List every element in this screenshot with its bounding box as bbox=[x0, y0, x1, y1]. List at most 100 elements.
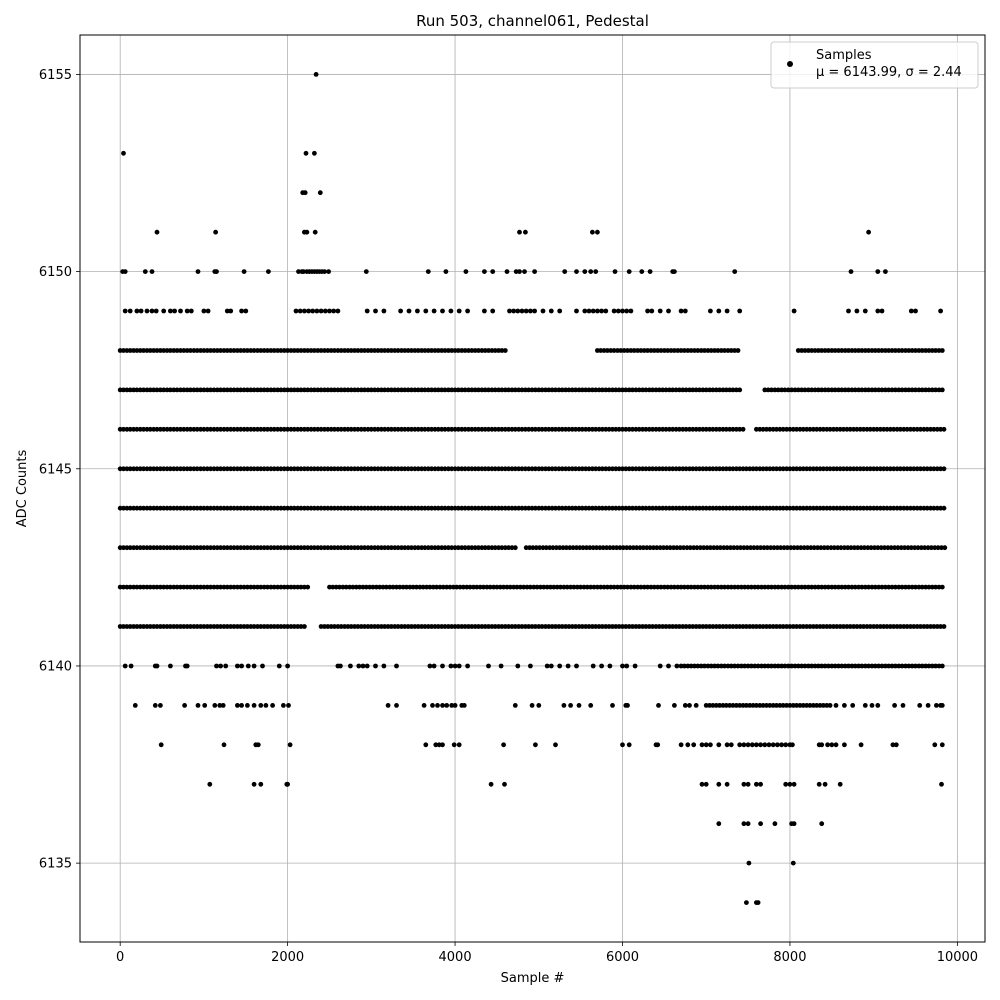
data-point bbox=[749, 663, 754, 669]
data-point bbox=[218, 348, 224, 353]
data-point bbox=[761, 545, 767, 551]
data-point bbox=[708, 348, 714, 353]
data-point bbox=[717, 703, 722, 708]
data-point bbox=[790, 505, 796, 511]
data-point bbox=[415, 624, 421, 629]
data-point bbox=[807, 426, 813, 432]
data-point bbox=[802, 387, 808, 393]
data-point bbox=[824, 466, 830, 472]
data-point bbox=[325, 624, 331, 629]
data-point bbox=[874, 426, 880, 432]
data-point bbox=[586, 624, 592, 629]
data-point bbox=[312, 387, 317, 393]
data-point bbox=[734, 703, 739, 708]
data-point bbox=[504, 269, 510, 274]
data-point bbox=[435, 545, 441, 551]
data-point bbox=[281, 703, 286, 708]
data-point bbox=[620, 387, 625, 393]
data-point bbox=[745, 742, 751, 748]
data-point bbox=[288, 426, 294, 432]
data-point bbox=[440, 703, 445, 708]
data-point bbox=[467, 584, 473, 590]
data-point bbox=[724, 742, 730, 748]
data-point bbox=[737, 742, 743, 748]
data-point bbox=[174, 348, 180, 353]
data-point bbox=[419, 505, 424, 511]
data-point bbox=[355, 426, 361, 432]
data-point bbox=[452, 387, 458, 393]
data-point bbox=[814, 624, 820, 629]
y-tick-label: 6155 bbox=[39, 68, 72, 83]
data-point bbox=[885, 545, 891, 551]
data-point bbox=[833, 742, 839, 748]
data-point bbox=[687, 624, 692, 629]
data-point bbox=[144, 584, 150, 590]
data-point bbox=[817, 624, 823, 629]
data-point bbox=[782, 663, 788, 669]
data-point bbox=[511, 584, 517, 590]
data-point bbox=[410, 584, 416, 590]
data-point bbox=[124, 466, 130, 472]
x-tick-label: 4000 bbox=[439, 950, 472, 965]
data-point bbox=[243, 308, 249, 314]
data-point bbox=[221, 387, 227, 393]
data-point bbox=[482, 624, 488, 629]
data-point bbox=[896, 663, 902, 669]
data-point bbox=[685, 584, 691, 590]
data-point bbox=[767, 505, 773, 511]
data-point bbox=[121, 387, 126, 393]
data-point bbox=[255, 466, 260, 472]
data-point bbox=[845, 545, 851, 551]
data-point bbox=[818, 545, 824, 551]
data-point bbox=[879, 348, 885, 353]
data-point bbox=[723, 466, 729, 472]
data-point bbox=[680, 505, 686, 511]
data-point bbox=[831, 505, 836, 511]
data-point bbox=[332, 545, 337, 551]
data-point bbox=[727, 466, 733, 472]
data-point bbox=[362, 387, 367, 393]
data-point bbox=[707, 466, 712, 472]
data-point bbox=[732, 348, 738, 353]
data-point bbox=[519, 505, 525, 511]
data-point bbox=[586, 466, 592, 472]
data-point bbox=[178, 426, 183, 432]
data-point bbox=[121, 150, 126, 156]
data-point bbox=[358, 505, 364, 511]
data-point bbox=[635, 348, 640, 353]
data-point bbox=[201, 308, 207, 314]
data-point bbox=[862, 663, 868, 669]
data-point bbox=[204, 624, 210, 629]
data-point bbox=[784, 426, 789, 432]
data-point bbox=[674, 663, 680, 669]
data-point bbox=[228, 348, 234, 353]
data-point bbox=[735, 584, 741, 590]
data-point bbox=[546, 387, 552, 393]
data-point bbox=[764, 505, 769, 511]
data-point bbox=[117, 426, 123, 432]
data-point bbox=[586, 505, 592, 511]
data-point bbox=[356, 663, 362, 669]
data-point bbox=[409, 545, 414, 551]
data-point bbox=[549, 505, 555, 511]
data-point bbox=[512, 466, 518, 472]
data-point bbox=[646, 387, 652, 393]
data-point bbox=[914, 624, 920, 629]
data-point bbox=[754, 703, 759, 708]
data-point bbox=[221, 742, 227, 748]
data-point bbox=[708, 545, 713, 551]
data-point bbox=[878, 466, 883, 472]
data-point bbox=[908, 466, 913, 472]
data-point bbox=[446, 624, 451, 629]
data-point bbox=[509, 387, 515, 393]
data-point bbox=[868, 545, 874, 551]
data-point bbox=[258, 505, 264, 511]
data-point bbox=[519, 308, 525, 314]
data-point bbox=[938, 624, 943, 629]
data-point bbox=[874, 505, 880, 511]
data-point bbox=[750, 505, 756, 511]
data-point bbox=[799, 348, 805, 353]
data-point bbox=[864, 466, 870, 472]
data-point bbox=[680, 426, 686, 432]
data-point bbox=[740, 624, 746, 629]
